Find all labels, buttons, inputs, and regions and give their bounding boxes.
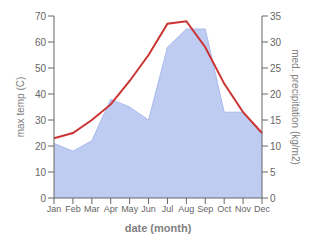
svg-text:Nov: Nov	[235, 204, 252, 214]
svg-text:0: 0	[40, 193, 46, 204]
svg-text:Jan: Jan	[47, 204, 62, 214]
svg-text:max temp (C): max temp (C)	[15, 77, 26, 138]
svg-text:30: 30	[35, 115, 47, 126]
svg-text:Aug: Aug	[178, 204, 194, 214]
svg-text:Mar: Mar	[84, 204, 100, 214]
svg-text:40: 40	[35, 89, 47, 100]
svg-text:10: 10	[35, 167, 47, 178]
svg-text:20: 20	[270, 89, 282, 100]
svg-text:25: 25	[270, 63, 282, 74]
svg-text:35: 35	[270, 11, 282, 22]
svg-text:50: 50	[35, 63, 47, 74]
svg-text:0: 0	[270, 193, 276, 204]
svg-text:10: 10	[270, 141, 282, 152]
svg-text:date (month): date (month)	[125, 222, 192, 234]
svg-text:Jun: Jun	[141, 204, 156, 214]
svg-text:Sep: Sep	[197, 204, 213, 214]
svg-text:Jul: Jul	[162, 204, 174, 214]
svg-text:15: 15	[270, 115, 282, 126]
svg-text:Feb: Feb	[65, 204, 81, 214]
svg-text:Apr: Apr	[104, 204, 118, 214]
svg-text:Dec: Dec	[254, 204, 271, 214]
svg-text:60: 60	[35, 37, 47, 48]
svg-text:5: 5	[270, 167, 276, 178]
svg-text:med. precipitation (kg/m2): med. precipitation (kg/m2)	[290, 49, 301, 165]
svg-text:May: May	[121, 204, 139, 214]
svg-text:70: 70	[35, 11, 47, 22]
svg-text:20: 20	[35, 141, 47, 152]
svg-text:Oct: Oct	[217, 204, 232, 214]
svg-text:30: 30	[270, 37, 282, 48]
